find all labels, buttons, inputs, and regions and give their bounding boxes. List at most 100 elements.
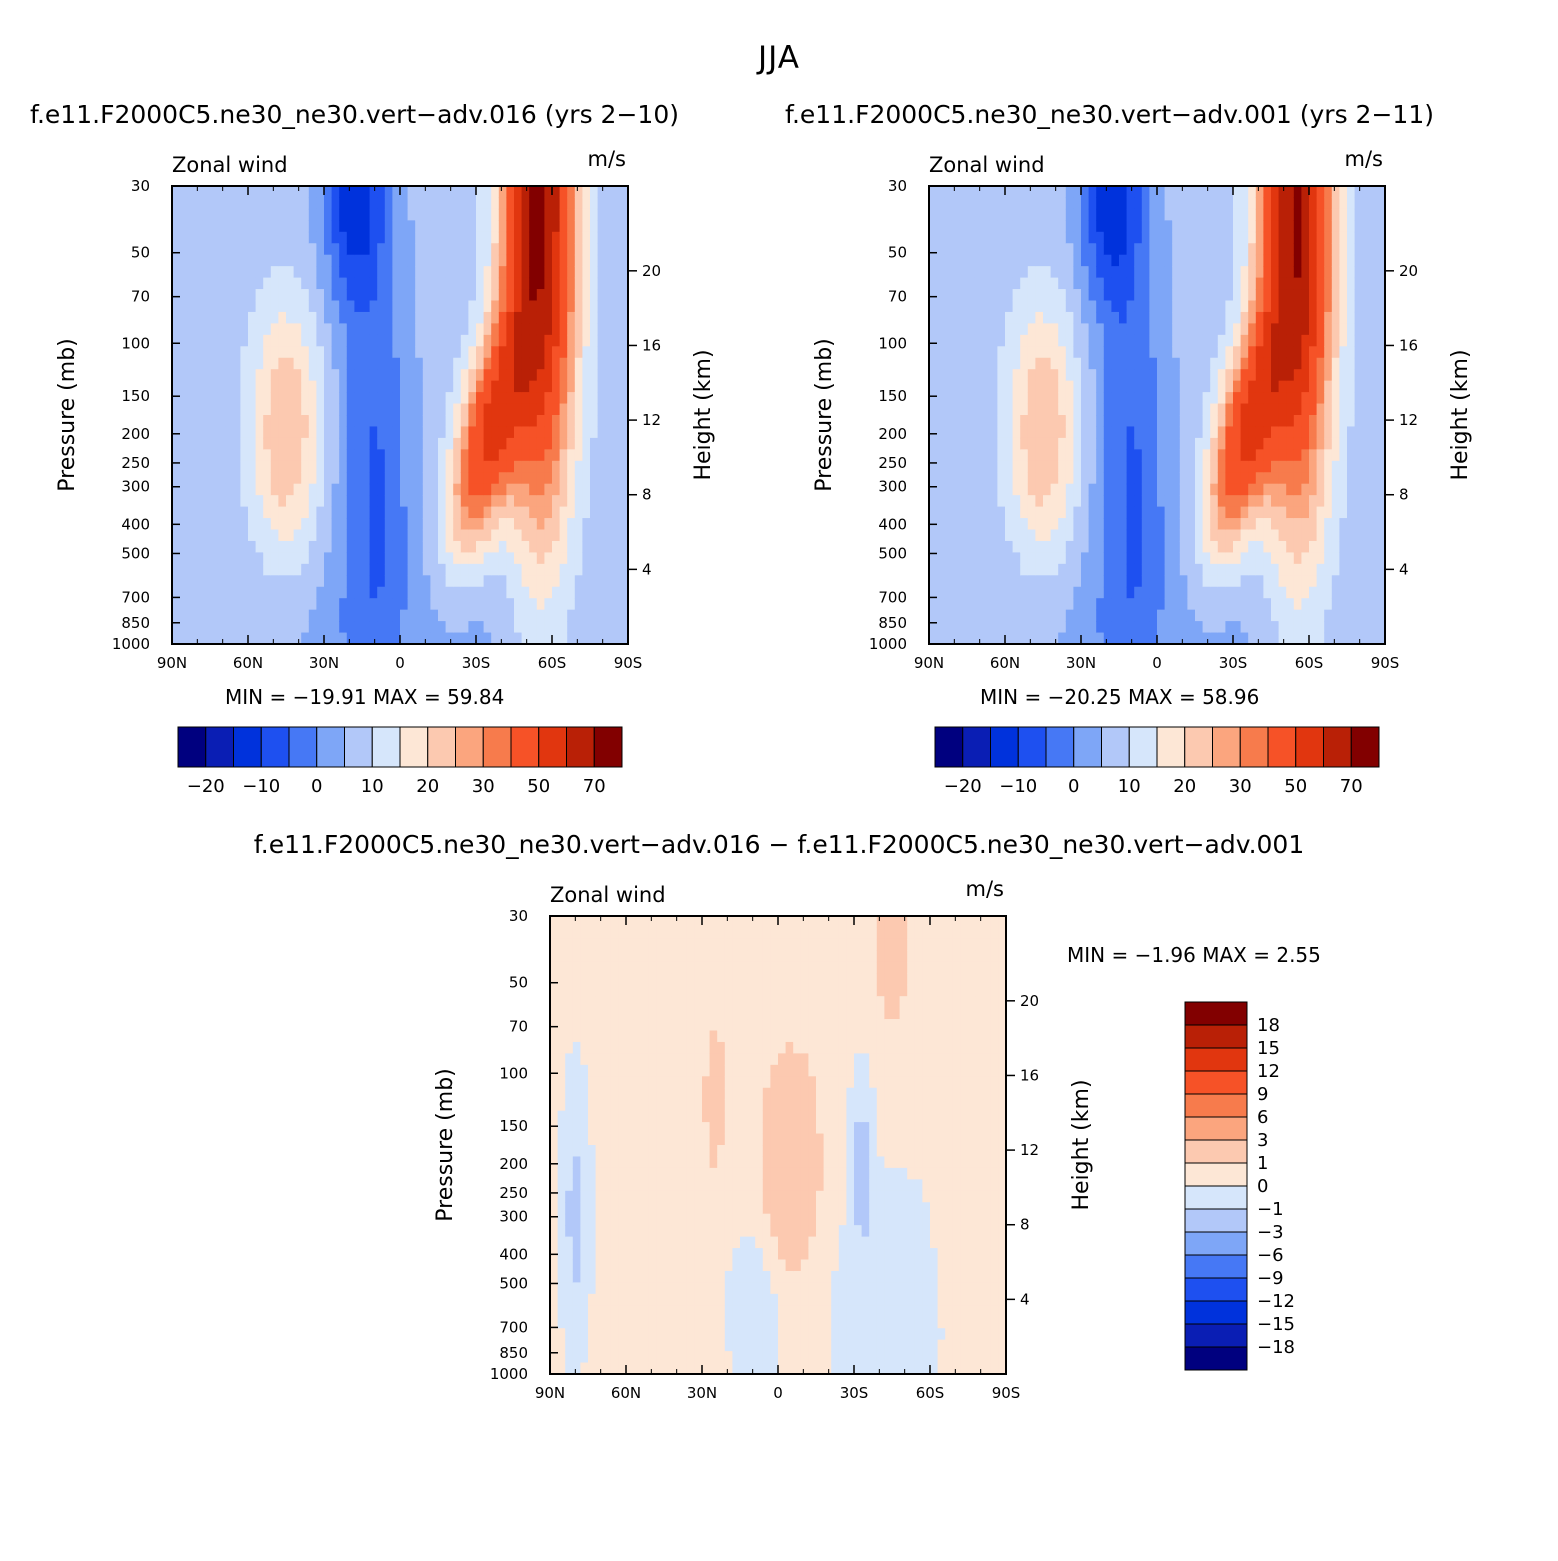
field-cell xyxy=(506,483,515,496)
field-cell xyxy=(1195,552,1204,565)
field-cell xyxy=(415,311,424,324)
field-cell xyxy=(354,518,363,531)
field-cell xyxy=(1354,254,1363,267)
field-cell xyxy=(369,311,378,324)
field-cell xyxy=(476,609,485,622)
field-cell xyxy=(346,529,355,542)
field-cell xyxy=(430,540,439,553)
field-cell xyxy=(1271,609,1280,622)
field-cell xyxy=(270,552,279,565)
field-cell xyxy=(544,369,553,382)
field-cell xyxy=(567,552,576,565)
field-cell xyxy=(982,460,991,473)
field-cell xyxy=(194,277,203,290)
field-cell xyxy=(187,540,196,553)
field-cell xyxy=(1286,632,1295,645)
field-cell xyxy=(1050,323,1059,336)
field-cell xyxy=(620,460,629,473)
field-cell xyxy=(1369,346,1378,359)
field-cell xyxy=(1347,540,1356,553)
field-cell xyxy=(483,449,492,462)
field-cell xyxy=(430,220,439,233)
field-cell xyxy=(929,426,938,439)
field-cell xyxy=(1172,598,1181,611)
field-cell xyxy=(210,369,219,382)
field-cell xyxy=(1043,609,1052,622)
field-cell xyxy=(453,495,462,508)
field-cell xyxy=(1255,483,1264,496)
field-cell xyxy=(1217,518,1226,531)
field-cell xyxy=(202,415,211,428)
field-cell xyxy=(286,552,295,565)
field-cell xyxy=(476,621,485,634)
field-cell xyxy=(1309,598,1318,611)
field-cell xyxy=(1088,197,1097,210)
field-cell xyxy=(1210,208,1219,221)
field-cell xyxy=(1081,346,1090,359)
field-cell xyxy=(1065,403,1074,416)
field-cell xyxy=(263,460,272,473)
field-cell xyxy=(270,243,279,256)
field-cell xyxy=(384,186,393,199)
field-cell xyxy=(1103,277,1112,290)
field-cell xyxy=(1278,300,1287,313)
field-cell xyxy=(210,563,219,576)
field-cell xyxy=(552,266,561,279)
field-cell xyxy=(612,426,621,439)
field-cell xyxy=(1217,403,1226,416)
field-cell xyxy=(1347,357,1356,370)
field-cell xyxy=(1172,449,1181,462)
field-cell xyxy=(1035,495,1044,508)
field-cell xyxy=(1065,311,1074,324)
field-cell xyxy=(1073,586,1082,599)
field-cell xyxy=(240,208,249,221)
field-cell xyxy=(1164,437,1173,450)
field-cell xyxy=(1027,518,1036,531)
field-cell xyxy=(422,529,431,542)
field-cell xyxy=(1362,346,1371,359)
field-cell xyxy=(1316,609,1325,622)
field-cell xyxy=(944,392,953,405)
field-cell xyxy=(362,311,371,324)
field-cell xyxy=(574,575,583,588)
field-cell xyxy=(1240,334,1249,347)
field-cell xyxy=(415,186,424,199)
field-cell xyxy=(989,289,998,302)
field-cell xyxy=(1225,632,1234,645)
field-cell xyxy=(936,243,945,256)
field-cell xyxy=(989,300,998,313)
field-cell xyxy=(582,415,591,428)
field-cell xyxy=(1362,254,1371,267)
field-cell xyxy=(1050,277,1059,290)
field-cell xyxy=(1149,403,1158,416)
field-cell xyxy=(1225,300,1234,313)
field-cell xyxy=(498,231,507,244)
field-cell xyxy=(324,231,333,244)
field-cell xyxy=(1271,197,1280,210)
field-cell xyxy=(263,254,272,267)
field-cell xyxy=(1293,334,1302,347)
field-cell xyxy=(997,415,1006,428)
field-cell xyxy=(597,518,606,531)
field-cell xyxy=(536,334,545,347)
field-cell xyxy=(263,392,272,405)
field-cell xyxy=(1020,186,1029,199)
y-tick-label: 700 xyxy=(878,588,907,606)
field-cell xyxy=(483,277,492,290)
field-cell xyxy=(232,575,241,588)
field-cell xyxy=(270,369,279,382)
field-cell xyxy=(270,449,279,462)
field-cell xyxy=(997,243,1006,256)
field-cell xyxy=(582,518,591,531)
field-cell xyxy=(997,197,1006,210)
field-cell xyxy=(1157,437,1166,450)
field-cell xyxy=(1316,575,1325,588)
field-cell xyxy=(1073,621,1082,634)
field-cell xyxy=(1119,266,1128,279)
field-cell xyxy=(1164,392,1173,405)
field-cell xyxy=(620,483,629,496)
field-cell xyxy=(1195,323,1204,336)
field-cell xyxy=(521,575,530,588)
field-cell xyxy=(232,495,241,508)
field-cell xyxy=(210,426,219,439)
